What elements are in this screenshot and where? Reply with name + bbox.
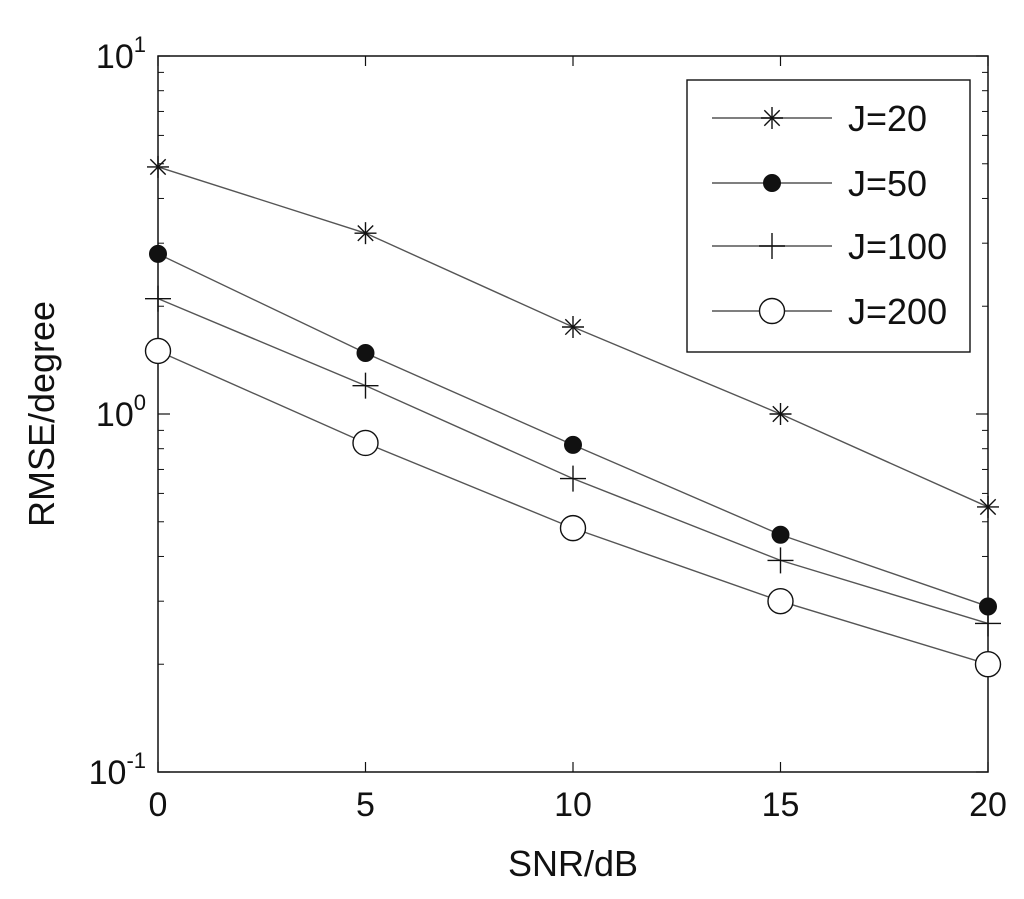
data-point [767,587,794,615]
data-point [767,547,794,574]
data-point [771,525,790,544]
y-tick-base: 10 [89,754,127,792]
x-tick-label: 15 [762,786,800,824]
x-tick-label: 5 [356,786,375,824]
x-axis-label: SNR/dB [508,843,638,884]
series-line [157,350,989,665]
legend-label: J=100 [848,226,947,267]
data-point [356,344,375,363]
data-point [144,337,172,365]
legend-marker [759,233,785,259]
data-point [560,465,586,492]
data-point [977,495,999,518]
y-tick-label: 10-1 [89,748,146,792]
data-point [769,403,792,425]
y-tick-label: 101 [96,32,146,76]
data-point [145,285,171,312]
plot-series [144,155,1002,678]
y-tick-base: 10 [96,396,134,434]
legend-entry: J=100 [712,226,947,267]
legend: J=20 J=50 J=100 J=200 [686,79,971,353]
series-j-20 [147,155,999,518]
legend-entry: J=200 [712,291,947,332]
y-tick-exponent: 1 [134,32,146,57]
y-tick-exponent: -1 [126,748,146,773]
data-point [147,155,169,178]
legend-box [686,79,971,353]
y-axis-label: RMSE/degree [21,301,62,527]
y-tick-label: 100 [96,390,146,434]
series-j-100 [145,285,1001,637]
data-point [354,222,377,245]
series-j-200 [144,337,1002,678]
data-point [564,435,582,454]
data-point [149,244,167,263]
x-tick-label: 10 [554,786,592,824]
y-tick-exponent: 0 [134,390,146,415]
x-tick-label: 0 [149,786,168,824]
legend-marker [758,297,786,325]
data-point [975,610,1001,637]
data-point [974,651,1002,678]
data-point [559,514,587,542]
legend-label: J=20 [848,98,927,139]
data-point [562,315,584,338]
legend-label: J=50 [848,163,927,204]
legend-marker [761,107,783,129]
series-j-50 [149,244,997,616]
legend-marker [763,174,781,192]
legend-label: J=200 [848,291,947,332]
data-point [352,429,379,457]
y-tick-base: 10 [96,38,134,76]
data-point [352,372,379,399]
legend-entry: J=50 [712,163,927,204]
legend-entry: J=20 [712,98,927,139]
x-tick-label: 20 [969,786,1007,824]
